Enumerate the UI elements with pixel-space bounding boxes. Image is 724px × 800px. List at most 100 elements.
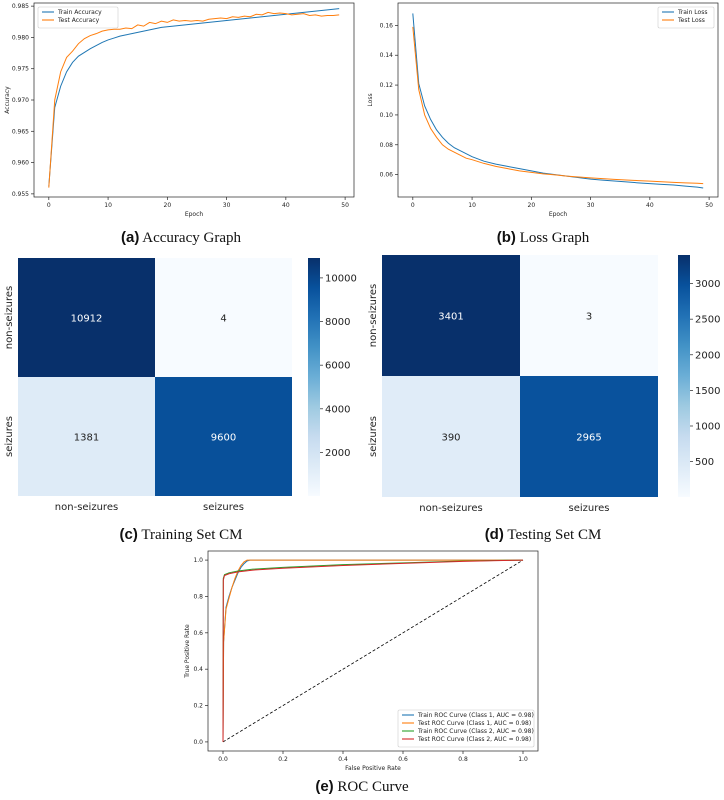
y-tick-label: 0.970 [12,97,29,104]
y-tick-label: 0.955 [12,191,29,198]
y-tick-label: 0.960 [12,160,29,167]
x-tick-label: 30 [223,202,231,209]
x-tick-label: 0.0 [218,756,228,763]
cm-cell [520,376,658,497]
x-tick-label: 50 [705,202,713,209]
x-axis-label: Epoch [549,211,568,218]
cm-cell-value: 4 [220,314,226,325]
y-tick-label: 0.0 [193,739,203,746]
caption-loss-text: Loss Graph [519,230,590,246]
legend-label-2: Test ROC Curve (Class 1, AUC = 0.98) [417,720,531,727]
y-tick-label: 0.8 [193,593,203,600]
series-line-1 [48,8,340,187]
x-tick-label: 30 [587,202,595,209]
caption-accuracy-text: Accuracy Graph [142,230,241,246]
colorbar-tick-label: 2500 [695,315,720,326]
caption-loss-tag: (b) [496,229,516,246]
test-cm-panel: 3401 3 390 2965 non-seizures seizures non-seiz… [362,252,724,522]
y-tick-label: 0.16 [380,22,394,29]
series-line-2 [48,11,340,188]
legend-label-2: Test Loss [677,17,705,24]
cm-cell [18,377,155,496]
y-tick-label: 0.12 [380,82,394,89]
colorbar-tick-label: 4000 [325,404,350,415]
caption-test-cm: (d) Testing Set CM [362,526,724,544]
colorbar-tick-label: 1500 [695,386,720,397]
caption-roc: (e) ROC Curve [180,778,544,796]
cm-col-label: seizures [203,502,244,513]
plot-frame [33,2,355,198]
colorbar-tick-label: 8000 [325,317,350,328]
series-line-2 [412,26,704,185]
cm-cell [155,258,292,377]
train-cm-panel: 10912 4 1381 9600 non-seizures seizures non-se… [0,252,362,522]
loss-chart: 0 10 20 30 40 50 0.06 0.08 0.10 0.12 0.14 0.16 Epoch… [367,2,719,218]
cm-cell-value: 3401 [438,312,463,323]
colorbar-tick-label: 6000 [325,361,350,372]
y-tick-label: 0.08 [380,142,394,149]
colorbar-tick-label: 2000 [325,448,350,459]
cm-cell [155,377,292,496]
legend-label-1: Train Loss [677,9,707,16]
roc-chart-panel: 0.0 0.2 0.4 0.6 0.8 1.0 0.0 0.2 0.4 0.6 0.8 1.0 Fals… [180,548,544,776]
series-line-2 [222,559,523,742]
legend-label-1: Train ROC Curve (Class 1, AUC = 0.98) [417,712,534,719]
colorbar-tick-label: 2000 [695,350,720,361]
cm-cell [18,258,155,377]
y-tick-label: 0.4 [193,666,203,673]
y-tick-label: 0.965 [12,128,29,135]
caption-train-cm: (c) Training Set CM [0,526,362,544]
y-tick-label: 0.975 [12,66,29,73]
colorbar [308,258,320,496]
cm-cell-value: 10912 [71,314,103,325]
legend-label-1: Train Accuracy [57,9,102,16]
legend-box [37,6,119,29]
y-tick-label: 0.10 [380,112,394,119]
legend-label-2: Test Accuracy [57,17,100,24]
x-tick-label: 1.0 [518,756,528,763]
y-tick-label: 0.2 [193,703,203,710]
y-axis-label: True Positive Rate [184,624,191,679]
cm-cell-value: 3 [586,312,592,323]
caption-train-cm-text: Training Set CM [141,527,243,543]
x-tick-label: 0.2 [278,756,288,763]
cm-cell [520,255,658,376]
colorbar-tick-label: 1000 [695,421,720,432]
x-tick-label: 0.4 [338,756,348,763]
y-tick-label: 0.980 [12,34,29,41]
colorbar [678,255,690,497]
x-tick-label: 0.8 [458,756,468,763]
cm-cell-value: 390 [441,433,460,444]
cm-cell [382,376,520,497]
y-axis-label: Accuracy [4,86,11,114]
x-tick-label: 40 [646,202,654,209]
caption-train-cm-tag: (c) [119,526,138,543]
x-axis-label: False Positive Rate [345,765,401,772]
cm-cell-value: 1381 [74,433,99,444]
series-line-1 [412,13,704,189]
caption-test-cm-text: Testing Set CM [507,527,602,543]
y-tick-label: 0.06 [380,172,394,179]
cm-row-label: non-seizures [4,286,15,349]
series-line-4 [222,559,524,742]
cm-row-label: seizures [368,416,379,457]
x-tick-label: 50 [341,202,349,209]
caption-roc-text: ROC Curve [337,779,409,795]
x-tick-label: 0 [47,202,51,209]
cm-col-label: seizures [569,503,610,514]
legend-box [397,709,535,748]
y-tick-label: 0.14 [380,52,394,59]
cm-col-label: non-seizures [55,502,118,513]
y-tick-label: 0.985 [12,3,29,10]
accuracy-chart-panel: 0 10 20 30 40 50 0.955 0.960 0.965 0.970 0.975 0.98… [0,0,362,225]
x-tick-label: 20 [164,202,172,209]
colorbar-tick-label: 3000 [695,279,720,290]
x-tick-label: 40 [282,202,290,209]
x-tick-label: 0.6 [398,756,408,763]
caption-loss: (b) Loss Graph [362,229,724,247]
y-tick-label: 0.6 [193,630,203,637]
colorbar-tick-label: 500 [695,457,714,468]
cm-col-label: non-seizures [419,503,482,514]
caption-accuracy: (a) Accuracy Graph [0,229,362,247]
x-axis-label: Epoch [185,211,204,218]
